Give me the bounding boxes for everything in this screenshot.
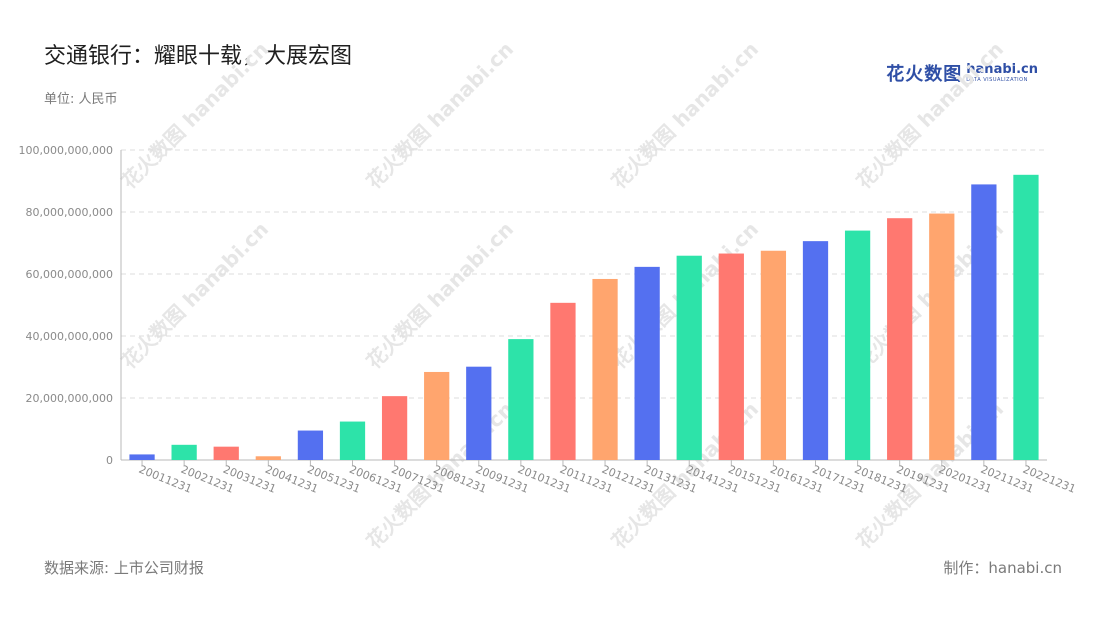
unit-label: 单位: 人民币 bbox=[44, 92, 118, 107]
y-tick-label: 100,000,000,000 bbox=[19, 144, 113, 157]
logo-en-block: hanabi.cn DATA VISUALIZATION bbox=[966, 63, 1038, 83]
bar bbox=[971, 184, 997, 460]
bar bbox=[171, 444, 197, 460]
bar bbox=[760, 250, 787, 460]
logo-en-text: hanabi.cn bbox=[966, 62, 1038, 77]
bar bbox=[339, 421, 366, 460]
credit-line: 制作：hanabi.cn bbox=[943, 559, 1062, 577]
bar bbox=[297, 430, 324, 460]
bar bbox=[213, 446, 239, 460]
bar bbox=[844, 230, 871, 460]
watermark-text: 花火数图 hanabi.cn bbox=[117, 217, 273, 373]
y-tick-label: 20,000,000,000 bbox=[26, 392, 113, 405]
bar bbox=[129, 454, 155, 460]
bar bbox=[887, 218, 913, 460]
bar bbox=[255, 456, 281, 460]
watermark-text: 花火数图 hanabi.cn bbox=[362, 37, 518, 193]
watermark-text: 花火数图 hanabi.cn bbox=[362, 217, 518, 373]
bar bbox=[718, 253, 744, 460]
logo-cn-text: 花火数图 bbox=[886, 64, 963, 85]
logo-tagline: DATA VISUALIZATION bbox=[966, 77, 1028, 83]
y-tick-label: 60,000,000,000 bbox=[26, 268, 113, 281]
bar bbox=[508, 339, 534, 460]
bar bbox=[676, 255, 702, 460]
bar bbox=[550, 302, 576, 460]
bar bbox=[466, 366, 492, 460]
watermark-text: 花火数图 hanabi.cn bbox=[852, 37, 1008, 193]
brand-logo: 花火数图 hanabi.cn DATA VISUALIZATION bbox=[886, 60, 1038, 86]
bar bbox=[381, 396, 408, 460]
bar bbox=[929, 213, 955, 460]
bar bbox=[1013, 174, 1039, 461]
bar bbox=[592, 278, 618, 460]
data-source: 数据来源: 上市公司财报 bbox=[44, 559, 204, 577]
bar bbox=[424, 371, 450, 460]
chart-title: 交通银行：耀眼十载，大展宏图 bbox=[44, 44, 353, 69]
y-tick-label: 40,000,000,000 bbox=[26, 330, 113, 343]
y-tick-label: 0 bbox=[106, 454, 113, 467]
y-tick-label: 80,000,000,000 bbox=[26, 206, 113, 219]
bar bbox=[634, 266, 660, 460]
bar bbox=[802, 241, 829, 460]
watermark-text: 花火数图 hanabi.cn bbox=[607, 37, 763, 193]
watermark-text: 花火数图 hanabi.cn bbox=[117, 37, 273, 193]
